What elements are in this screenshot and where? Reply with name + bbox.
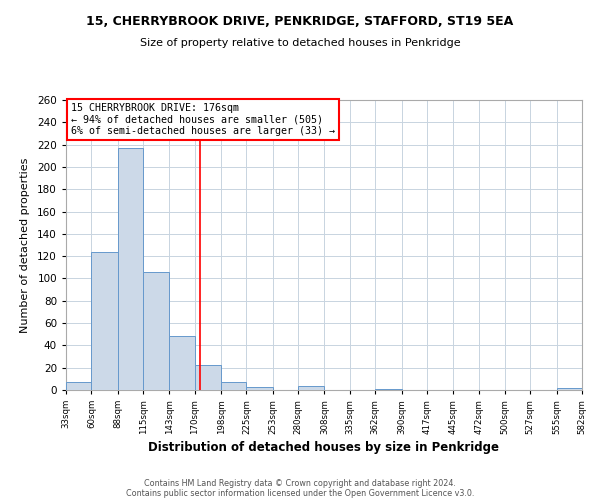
Text: 15 CHERRYBROOK DRIVE: 176sqm
← 94% of detached houses are smaller (505)
6% of se: 15 CHERRYBROOK DRIVE: 176sqm ← 94% of de… [71, 103, 335, 136]
Text: 15, CHERRYBROOK DRIVE, PENKRIDGE, STAFFORD, ST19 5EA: 15, CHERRYBROOK DRIVE, PENKRIDGE, STAFFO… [86, 15, 514, 28]
Bar [118, 148, 143, 390]
Bar [221, 382, 247, 390]
Bar [143, 272, 169, 390]
Text: Contains public sector information licensed under the Open Government Licence v3: Contains public sector information licen… [126, 488, 474, 498]
Text: Contains HM Land Registry data © Crown copyright and database right 2024.: Contains HM Land Registry data © Crown c… [144, 478, 456, 488]
Bar [195, 366, 221, 390]
X-axis label: Distribution of detached houses by size in Penkridge: Distribution of detached houses by size … [149, 441, 499, 454]
Bar [375, 389, 401, 390]
Bar [169, 336, 195, 390]
Bar [66, 382, 91, 390]
Bar [247, 386, 273, 390]
Bar [557, 388, 582, 390]
Y-axis label: Number of detached properties: Number of detached properties [20, 158, 30, 332]
Text: Size of property relative to detached houses in Penkridge: Size of property relative to detached ho… [140, 38, 460, 48]
Bar [91, 252, 118, 390]
Bar [298, 386, 325, 390]
